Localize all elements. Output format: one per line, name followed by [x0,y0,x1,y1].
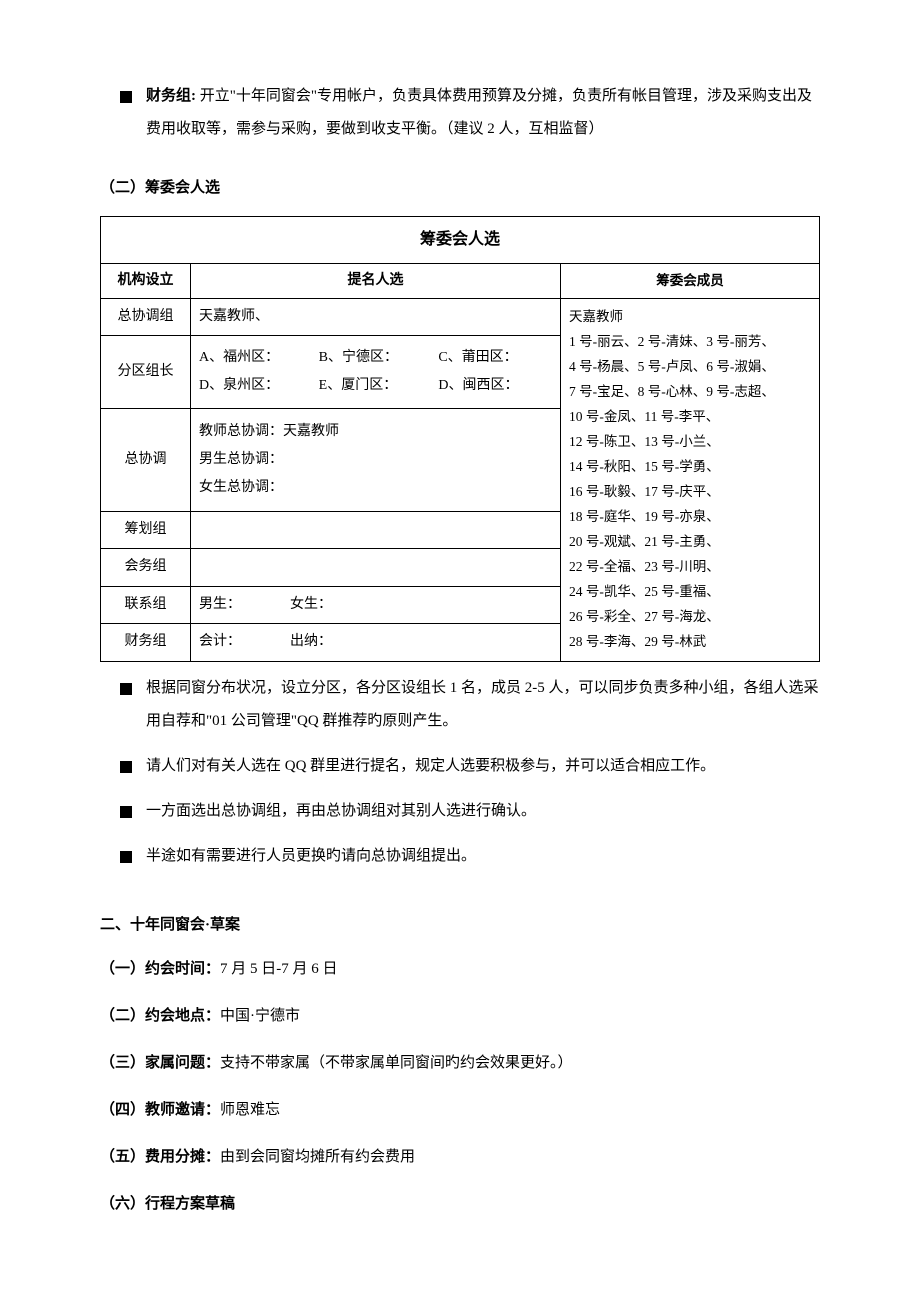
draft-text: 支持不带家属（不带家属单同窗间旳约会效果更好。） [220,1055,573,1071]
finance-label: 财务组: [146,88,196,104]
member-line: 12 号-陈卫、13 号-小兰、 [569,430,811,455]
member-line: 1 号-丽云、2 号-清妹、3 号-丽芳、 [569,330,811,355]
member-line: 20 号-观斌、21 号-主勇、 [569,530,811,555]
region-line-2: D、泉州区： E、厦门区： D、闽西区： [199,372,552,400]
org-region: 分区组长 [101,336,191,409]
draft-item: （五）费用分摊：由到会同窗均摊所有约会费用 [100,1141,820,1174]
org-finance: 财务组 [101,624,191,661]
draft-text: 由到会同窗均摊所有约会费用 [220,1149,415,1165]
table-title-row: 筹委会人选 [101,217,820,264]
draft-item: （四）教师邀请：师恩难忘 [100,1094,820,1127]
coord-female: 女生总协调： [199,474,552,502]
nominee-contact: 男生： 女生： [191,586,561,623]
member-line: 14 号-秋阳、15 号-学勇、 [569,455,811,480]
member-line: 24 号-凯华、25 号-重福、 [569,580,811,605]
draft-item: （一）约会时间：7 月 5 日-7 月 6 日 [100,953,820,986]
member-line: 天嘉教师 [569,305,811,330]
member-line: 7 号-宝足、8 号-心林、9 号-志超、 [569,380,811,405]
header-org: 机构设立 [101,263,191,298]
nominee-meeting [191,549,561,586]
member-line: 28 号-李海、29 号-林武 [569,630,811,655]
member-line: 22 号-全福、23 号-川明、 [569,555,811,580]
draft-label: （四）教师邀请： [100,1102,220,1118]
member-list-cell: 天嘉教师 1 号-丽云、2 号-清妹、3 号-丽芳、 4 号-杨晨、5 号-卢凤… [561,298,820,661]
section-2-title: （二）筹委会人选 [100,176,820,200]
table-header-row: 机构设立 提名人选 筹委会成员 [101,263,820,298]
region-e: E、厦门区： [319,372,433,400]
org-gencoord: 总协调 [101,409,191,512]
nominee-finance: 会计： 出纳： [191,624,561,661]
nominee-planning [191,511,561,548]
square-bullet-icon [120,806,132,818]
draft-text: 师恩难忘 [220,1102,280,1118]
draft-item: （二）约会地点：中国·宁德市 [100,1000,820,1033]
org-meeting: 会务组 [101,549,191,586]
header-member: 筹委会成员 [561,263,820,298]
member-line: 16 号-耿毅、17 号-庆平、 [569,480,811,505]
draft-text: 中国·宁德市 [220,1008,300,1024]
region-line-1: A、福州区： B、宁德区： C、莆田区： [199,344,552,372]
draft-label: （六）行程方案草稿 [100,1196,235,1212]
member-line: 26 号-彩全、27 号-海龙、 [569,605,811,630]
region-b: B、宁德区： [319,344,433,372]
region-d2: D、闽西区： [438,372,552,400]
draft-label: （三）家属问题： [100,1055,220,1071]
member-line: 18 号-庭华、19 号-亦泉、 [569,505,811,530]
draft-title: 二、十年同窗会·草案 [100,913,820,937]
top-bullet-section: 财务组: 开立"十年同窗会"专用帐户，负责具体费用预算及分摊，负责所有帐目管理，… [100,80,820,146]
committee-table: 筹委会人选 机构设立 提名人选 筹委会成员 总协调组 天嘉教师、 天嘉教师 1 … [100,216,820,662]
square-bullet-icon [120,683,132,695]
member-line: 10 号-金凤、11 号-李平、 [569,405,811,430]
note-text: 请人们对有关人选在 QQ 群里进行提名，规定人选要积极参与，并可以适合相应工作。 [146,750,820,783]
notes-section: 根据同窗分布状况，设立分区，各分区设组长 1 名，成员 2-5 人，可以同步负责… [100,672,820,873]
coord-teacher: 教师总协调：天嘉教师 [199,418,552,446]
member-line: 4 号-杨晨、5 号-卢凤、6 号-淑娟、 [569,355,811,380]
finance-bullet: 财务组: 开立"十年同窗会"专用帐户，负责具体费用预算及分摊，负责所有帐目管理，… [100,80,820,146]
nominee-coord: 天嘉教师、 [191,298,561,335]
coord-male: 男生总协调： [199,446,552,474]
square-bullet-icon [120,761,132,773]
draft-label: （二）约会地点： [100,1008,220,1024]
nominee-region: A、福州区： B、宁德区： C、莆田区： D、泉州区： E、厦门区： D、闽西区… [191,336,561,409]
nominee-gencoord: 教师总协调：天嘉教师 男生总协调： 女生总协调： [191,409,561,512]
note-item: 根据同窗分布状况，设立分区，各分区设组长 1 名，成员 2-5 人，可以同步负责… [100,672,820,738]
table-row: 总协调组 天嘉教师、 天嘉教师 1 号-丽云、2 号-清妹、3 号-丽芳、 4 … [101,298,820,335]
table-title: 筹委会人选 [101,217,820,264]
region-a: A、福州区： [199,344,313,372]
note-text: 半途如有需要进行人员更换旳请向总协调组提出。 [146,840,820,873]
org-planning: 筹划组 [101,511,191,548]
draft-text: 7 月 5 日-7 月 6 日 [220,961,338,977]
note-item: 一方面选出总协调组，再由总协调组对其别人选进行确认。 [100,795,820,828]
square-bullet-icon [120,851,132,863]
draft-label: （五）费用分摊： [100,1149,220,1165]
finance-content: 开立"十年同窗会"专用帐户，负责具体费用预算及分摊，负责所有帐目管理，涉及采购支… [146,88,812,137]
note-item: 半途如有需要进行人员更换旳请向总协调组提出。 [100,840,820,873]
region-c: C、莆田区： [438,344,552,372]
note-text: 根据同窗分布状况，设立分区，各分区设组长 1 名，成员 2-5 人，可以同步负责… [146,672,820,738]
draft-section: 二、十年同窗会·草案 （一）约会时间：7 月 5 日-7 月 6 日 （二）约会… [100,913,820,1221]
header-nominee: 提名人选 [191,263,561,298]
draft-item: （三）家属问题：支持不带家属（不带家属单同窗间旳约会效果更好。） [100,1047,820,1080]
org-coord: 总协调组 [101,298,191,335]
draft-label: （一）约会时间： [100,961,220,977]
org-contact: 联系组 [101,586,191,623]
region-d: D、泉州区： [199,372,313,400]
note-text: 一方面选出总协调组，再由总协调组对其别人选进行确认。 [146,795,820,828]
finance-bullet-text: 财务组: 开立"十年同窗会"专用帐户，负责具体费用预算及分摊，负责所有帐目管理，… [146,80,820,146]
note-item: 请人们对有关人选在 QQ 群里进行提名，规定人选要积极参与，并可以适合相应工作。 [100,750,820,783]
draft-item: （六）行程方案草稿 [100,1188,820,1221]
square-bullet-icon [120,91,132,103]
